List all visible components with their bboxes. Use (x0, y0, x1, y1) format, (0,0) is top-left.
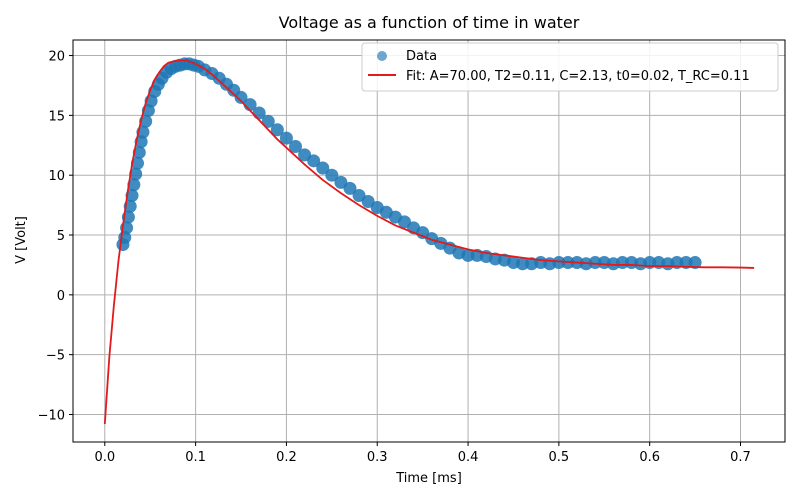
x-tick-label: 0.6 (639, 450, 660, 465)
y-tick-label: −5 (46, 349, 65, 364)
plot-frame (72, 39, 786, 443)
data-point (261, 114, 275, 128)
legend-data-marker (377, 51, 387, 61)
data-point (461, 248, 475, 262)
data-point (125, 189, 139, 203)
legend: Data Fit: A=70.00, T2=0.11, C=2.13, t0=0… (361, 42, 779, 92)
y-axis-ticks: −10 −5 0 5 10 15 20 (38, 50, 73, 423)
data-point (234, 90, 248, 104)
x-tick-label: 0.3 (367, 450, 388, 465)
data-point (516, 257, 530, 271)
y-tick-label: 15 (48, 109, 65, 124)
data-point (289, 139, 302, 153)
legend-fit-label: Fit: A=70.00, T2=0.11, C=2.13, t0=0.02, … (406, 69, 750, 84)
legend-box (361, 42, 779, 92)
y-tick-label: −10 (38, 408, 65, 423)
data-point (688, 256, 702, 270)
y-tick-label: 20 (48, 50, 65, 65)
data-point (129, 167, 143, 181)
y-tick-label: 5 (57, 229, 65, 244)
x-tick-label: 0.2 (276, 450, 297, 465)
data-point (270, 123, 284, 137)
data-point (279, 131, 293, 145)
chart-title: Voltage as a function of time in water (279, 13, 580, 32)
y-tick-label: 0 (57, 289, 65, 304)
legend-data-label: Data (406, 49, 437, 64)
x-tick-label: 0.5 (549, 450, 570, 465)
data-point (307, 154, 321, 168)
x-tick-label: 0.0 (94, 450, 115, 465)
x-axis-label: Time [ms] (395, 471, 462, 486)
y-axis-label: V [Volt] (14, 216, 29, 264)
data-point (588, 256, 602, 270)
x-tick-label: 0.1 (185, 450, 206, 465)
x-axis-ticks: 0.0 0.1 0.2 0.3 0.4 0.5 0.6 0.7 (94, 442, 751, 465)
data-point (343, 181, 357, 195)
data-point (325, 168, 339, 182)
data-point (132, 145, 146, 159)
y-tick-label: 10 (48, 169, 65, 184)
fit-layer (103, 59, 755, 425)
x-tick-label: 0.4 (458, 450, 479, 465)
fit-line (103, 59, 755, 425)
x-tick-label: 0.7 (730, 450, 751, 465)
data-point (316, 161, 330, 175)
data-point (127, 178, 141, 192)
data-point (130, 156, 144, 170)
data-point (552, 256, 566, 270)
